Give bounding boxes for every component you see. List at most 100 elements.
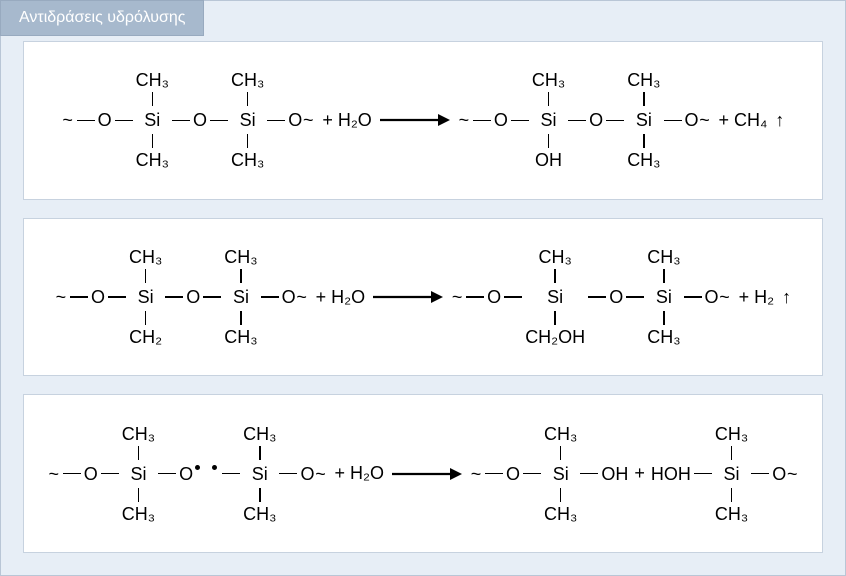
vertical-bond <box>463 134 465 148</box>
reaction-panel: X~XXOXCH₃SiCH₂XOXCH₃SiCH₃XOXX~X + H₂OX~X… <box>23 218 823 377</box>
atom-o: XOX <box>705 248 719 346</box>
vertical-bond <box>663 269 665 283</box>
atom-bottom-label: CH₃ <box>715 505 748 523</box>
horizontal-bond <box>203 296 221 298</box>
atom-center-label: O <box>193 111 207 129</box>
vertical-bond <box>145 311 147 325</box>
plus-product: + CH₄ <box>719 110 768 131</box>
vertical-bond <box>185 446 187 460</box>
vertical-bond <box>670 446 672 460</box>
horizontal-bond <box>466 296 484 298</box>
vertical-bond <box>145 269 147 283</box>
vertical-bond <box>778 446 780 460</box>
si-unit: CH₃SiCH₂OH <box>525 248 585 346</box>
si-unit: CH₃SiOH <box>532 71 565 169</box>
vertical-bond <box>670 488 672 502</box>
horizontal-bond <box>222 473 240 475</box>
chain-terminal: X~X <box>458 71 470 169</box>
vertical-bond <box>711 269 713 283</box>
horizontal-bond <box>511 120 529 122</box>
atom-o: XOX <box>300 425 314 523</box>
atom-center-label: Si <box>138 288 154 306</box>
vertical-bond <box>595 92 597 106</box>
atom-o: XOX <box>84 425 98 523</box>
atom-bottom-label: CH₃ <box>136 151 169 169</box>
si-unit: CH₃SiCH₃ <box>627 71 660 169</box>
vertical-bond <box>691 92 693 106</box>
atom-o: XOX <box>609 248 623 346</box>
chain-terminal: X~X <box>302 71 314 169</box>
horizontal-bond <box>568 120 586 122</box>
plus-water: + H₂O <box>335 463 385 484</box>
atom-center-label: Si <box>724 465 740 483</box>
chain-terminal: X~X <box>699 71 711 169</box>
vertical-bond <box>643 92 645 106</box>
vertical-bond <box>320 488 322 502</box>
vertical-bond <box>295 134 297 148</box>
molecule-fragment: X~XXOXCH₃SiCH₂OHXOXCH₃SiCH₃XOXX~X <box>451 248 730 346</box>
atom-center-label: O <box>772 465 786 483</box>
vertical-bond <box>53 488 55 502</box>
reaction-arrow-icon <box>373 288 443 306</box>
horizontal-bond <box>694 473 712 475</box>
vertical-bond <box>152 134 154 148</box>
atom-top-label: CH₃ <box>136 71 169 89</box>
vertical-bond <box>259 446 261 460</box>
vertical-bond <box>548 92 550 106</box>
atom-o: XOX <box>193 71 207 169</box>
chain-terminal: X~X <box>314 425 326 523</box>
atom-center-label: O <box>98 111 112 129</box>
vertical-bond <box>60 269 62 283</box>
atom-center-label: O <box>705 288 719 306</box>
vertical-bond <box>138 446 140 460</box>
panel-title: Αντιδράσεις υδρόλυσης <box>19 9 185 26</box>
si-unit: CH₃SiCH₃ <box>544 425 577 523</box>
vertical-bond <box>493 311 495 325</box>
vertical-bond <box>308 134 310 148</box>
horizontal-bond <box>70 296 88 298</box>
atom-center-label: O <box>685 111 699 129</box>
vertical-bond <box>301 311 303 325</box>
vertical-bond <box>691 134 693 148</box>
reactions-container: X~XXOXCH₃SiCH₃XOXCH₃SiCH₃XOXX~X + H₂OX~X… <box>23 41 823 553</box>
vertical-bond <box>60 311 62 325</box>
atom-center-label: O <box>300 465 314 483</box>
horizontal-bond <box>210 120 228 122</box>
atom-bottom-label: OH <box>535 151 562 169</box>
vertical-bond <box>185 488 187 502</box>
atom-center-label: O <box>506 465 520 483</box>
vertical-bond <box>307 446 309 460</box>
atom-center-label: ~ <box>699 111 710 129</box>
atom-top-label: CH₃ <box>715 425 748 443</box>
vertical-bond <box>512 446 514 460</box>
atom-top-label: CH₃ <box>627 71 660 89</box>
atom-center-label: Si <box>541 111 557 129</box>
atom-bottom-label: CH₃ <box>627 151 660 169</box>
vertical-bond <box>67 92 69 106</box>
atom-center-label: O <box>487 288 501 306</box>
vertical-bond <box>301 269 303 283</box>
vertical-bond <box>320 446 322 460</box>
vertical-bond <box>493 269 495 283</box>
gas-evolution-arrow-icon: ↑ <box>782 287 791 308</box>
reaction-equation: X~XXOXCH₃SiCH₃XOXCH₃SiCH₃XOXX~X + H₂OX~X… <box>34 71 812 169</box>
radical-dot-icon <box>212 465 217 470</box>
atom-center-label: O <box>282 288 296 306</box>
atom-top-label: CH₃ <box>224 248 257 266</box>
horizontal-bond <box>473 120 491 122</box>
vertical-bond <box>259 488 261 502</box>
vertical-bond <box>475 488 477 502</box>
reaction-equation: X~XXOXCH₃SiCH₂XOXCH₃SiCH₃XOXX~X + H₂OX~X… <box>34 248 812 346</box>
molecule-fragment: X~XXOXCH₃SiCH₃XOXCH₃SiCH₃XOXX~X <box>62 71 315 169</box>
vertical-bond <box>791 488 793 502</box>
vertical-bond <box>90 446 92 460</box>
vertical-bond <box>193 311 195 325</box>
vertical-bond <box>731 446 733 460</box>
vertical-bond <box>456 269 458 283</box>
atom-hoh: XHOHX <box>651 425 691 523</box>
horizontal-bond <box>279 473 297 475</box>
vertical-bond <box>67 134 69 148</box>
vertical-bond <box>512 488 514 502</box>
inline-plus: + <box>634 463 645 484</box>
atom-center-label: O <box>589 111 603 129</box>
